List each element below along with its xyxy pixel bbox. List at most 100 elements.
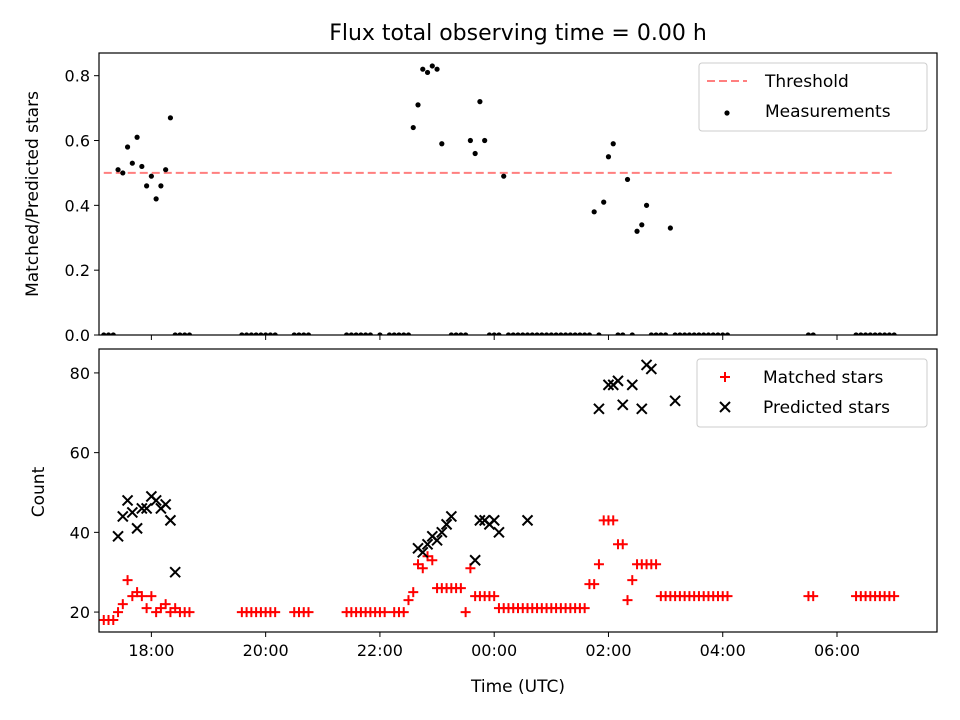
predicted-star-point [159,498,172,511]
predicted-star-point [626,379,638,391]
measurement-point [553,332,559,335]
measurement-point [605,154,612,160]
measurement-point [529,332,535,335]
measurement-point [610,141,616,147]
measurement-point [653,332,659,335]
predicted-star-point [474,514,486,527]
measurement-point [367,332,373,335]
predicted-star-point [469,554,481,566]
predicted-star-point [131,522,143,535]
measurement-point [358,332,364,335]
measurement-point [701,332,707,335]
measurement-point [124,144,131,150]
matched-star-point [141,603,152,614]
measurement-point [148,173,154,179]
measurement-point [567,332,573,335]
measurement-point [872,332,878,335]
legend-matched-swatch [720,372,730,382]
measurement-point [501,173,507,179]
measurement-point [877,332,883,335]
matched-star-point [379,607,390,618]
top-y-tick-label: 0.2 [65,261,90,280]
predicted-star-point [150,494,162,507]
matched-star-point [417,563,428,574]
predicted-star-point [593,403,605,415]
top-plot-area: 0.0 0.2 0.4 0.6 0.8 [65,63,897,345]
matched-star-point [622,595,633,606]
measurement-point [505,332,512,335]
measurement-point [629,332,635,335]
legend-predicted-swatch [719,401,731,413]
x-tick-label: 22:00 [357,641,403,660]
x-tick-label: 04:00 [700,641,746,660]
matched-star-point [398,607,409,618]
predicted-star-point [445,510,458,523]
measurement-point [862,332,869,335]
predicted-star-point [417,546,429,558]
measurement-point [239,332,245,335]
measurement-point [134,134,140,140]
matched-star-point [117,599,128,610]
measurement-point [463,332,469,335]
measurement-point [163,167,169,173]
measurement-point [305,332,312,335]
measurement-point [439,141,445,147]
matched-star-point [403,595,414,606]
matched-star-point [122,575,133,586]
bottom-y-tick-label: 80 [70,364,90,383]
measurement-point [434,66,440,72]
legend-label: Predicted stars [763,398,890,418]
measurement-point [144,183,150,189]
measurement-point [253,332,259,335]
measurement-point [115,167,121,173]
measurement-point [891,332,897,335]
measurement-point [810,332,816,335]
predicted-star-point [612,375,624,387]
measurement-point [715,332,721,335]
measurement-point [591,209,597,215]
predicted-star-point [493,526,505,539]
matched-star-point [722,591,733,602]
matched-star-point [608,515,619,526]
predicted-star-point [112,530,124,543]
measurement-point [420,66,426,72]
matched-star-point [113,607,124,618]
measurement-point [691,332,697,335]
x-tick-label: 20:00 [243,641,289,660]
measurement-point [720,332,726,335]
measurement-point [624,176,631,183]
measurement-point [696,332,702,335]
matched-star-point [460,607,471,618]
top-y-tick-label: 0.0 [65,326,90,345]
measurement-point [543,332,550,335]
measurement-point [586,332,593,335]
x-tick-label: 02:00 [585,641,631,660]
matched-star-point [136,591,147,602]
measurement-point [267,332,274,335]
bottom-axes-frame [98,348,938,633]
measurement-point [363,332,369,335]
matched-star-point [270,607,281,618]
predicted-star-point [617,399,629,411]
measurement-point [296,332,302,335]
matched-star-point [617,539,628,550]
measurement-point [572,332,578,335]
measurement-point [301,332,307,335]
matched-star-point [889,591,900,602]
measurement-point [467,137,473,144]
measurement-point [158,183,164,189]
measurement-point [672,332,678,335]
measurement-point [563,332,569,335]
measurement-point [858,332,864,335]
predicted-star-point [117,510,129,523]
measurement-point [458,332,464,335]
predicted-star-point [421,538,434,551]
measurement-point [386,332,393,335]
measurement-point [886,332,892,335]
predicted-star-point [440,518,453,531]
matched-star-point [589,579,600,590]
measurement-point [172,332,178,335]
measurement-point [186,332,193,335]
measurement-point [377,332,383,335]
